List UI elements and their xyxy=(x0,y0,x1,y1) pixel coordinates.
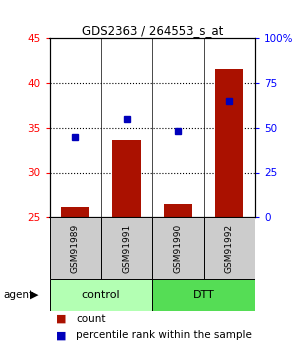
Bar xyxy=(152,279,255,311)
Bar xyxy=(101,217,152,279)
Text: GSM91989: GSM91989 xyxy=(71,224,80,273)
Text: DTT: DTT xyxy=(193,290,214,300)
Bar xyxy=(50,217,101,279)
Text: ■: ■ xyxy=(56,314,66,324)
Bar xyxy=(61,207,89,217)
Text: percentile rank within the sample: percentile rank within the sample xyxy=(76,331,252,340)
Text: agent: agent xyxy=(3,290,33,300)
Bar xyxy=(50,279,152,311)
Text: GSM91990: GSM91990 xyxy=(173,224,182,273)
Bar xyxy=(112,140,141,217)
Text: GSM91992: GSM91992 xyxy=(225,224,234,273)
Text: GSM91991: GSM91991 xyxy=(122,224,131,273)
Bar xyxy=(215,69,243,217)
Text: count: count xyxy=(76,314,106,324)
Bar xyxy=(152,217,204,279)
Bar xyxy=(164,204,192,217)
Bar xyxy=(204,217,255,279)
Title: GDS2363 / 264553_s_at: GDS2363 / 264553_s_at xyxy=(82,24,223,37)
Text: ▶: ▶ xyxy=(30,290,38,300)
Text: control: control xyxy=(82,290,120,300)
Text: ■: ■ xyxy=(56,331,66,340)
